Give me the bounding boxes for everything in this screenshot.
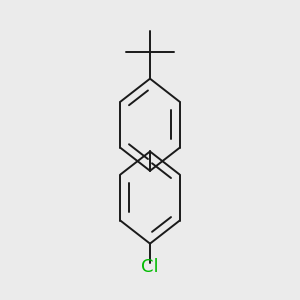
Text: Cl: Cl — [141, 258, 159, 276]
